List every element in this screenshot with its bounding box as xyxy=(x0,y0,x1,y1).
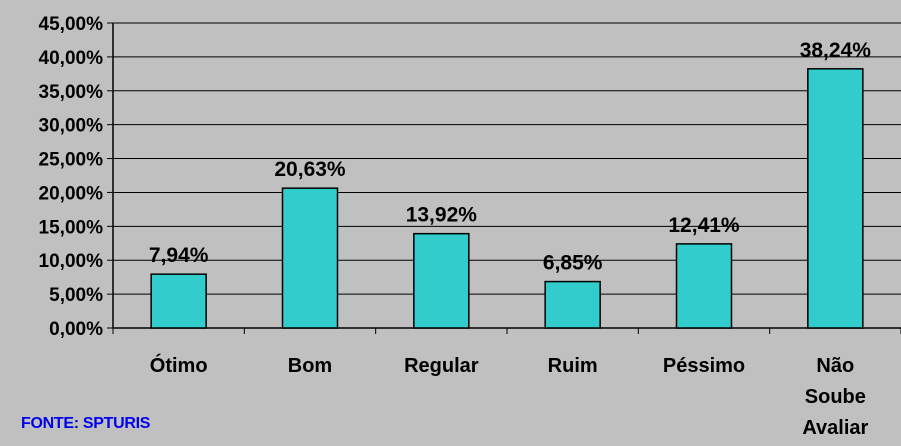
y-tick-label: 45,00% xyxy=(39,14,104,35)
x-category-label: Não Soube Avaliar xyxy=(802,355,868,439)
bar xyxy=(413,232,470,329)
x-category-label: Regular xyxy=(404,355,479,377)
x-category-label: Ótimo xyxy=(150,353,208,377)
x-category-label: Bom xyxy=(288,355,332,377)
data-label: 12,41% xyxy=(668,214,740,237)
y-tick-label: 0,00% xyxy=(49,319,103,340)
data-labels: 7,94% 20,63% 13,92% 6,85% 12,41% 38,24% xyxy=(149,39,871,275)
y-tick-label: 10,00% xyxy=(39,251,104,272)
y-tick-label: 40,00% xyxy=(39,48,104,69)
y-tick-label: 15,00% xyxy=(39,217,104,238)
bar xyxy=(150,273,207,329)
data-label: 6,85% xyxy=(543,252,603,275)
y-tick-label: 25,00% xyxy=(39,150,104,171)
y-tick-label: 20,00% xyxy=(39,183,104,204)
y-tick-labels: 0,00% 5,00% 10,00% 15,00% 20,00% 25,00% 30,00%… xyxy=(39,14,104,340)
x-category-label: Ruim xyxy=(548,355,598,377)
bar xyxy=(281,187,339,329)
bars xyxy=(150,68,864,329)
y-tick-label: 5,00% xyxy=(49,285,103,306)
x-category-label: Péssimo xyxy=(663,355,745,377)
data-label: 7,94% xyxy=(149,244,209,267)
bar xyxy=(675,243,733,329)
data-label: 13,92% xyxy=(406,204,478,227)
data-label: 20,63% xyxy=(274,158,346,181)
bar xyxy=(544,280,601,329)
gridlines xyxy=(113,22,901,295)
x-category-labels: Ótimo Bom Regular Ruim Péssimo Não Soube Avalia… xyxy=(150,353,869,439)
axes xyxy=(107,22,901,334)
y-tick-label: 35,00% xyxy=(39,82,104,103)
source-note: FONTE: SPTURIS xyxy=(21,415,151,432)
data-label: 38,24% xyxy=(800,39,872,62)
bar xyxy=(807,68,864,329)
y-tick-label: 30,00% xyxy=(39,116,104,137)
